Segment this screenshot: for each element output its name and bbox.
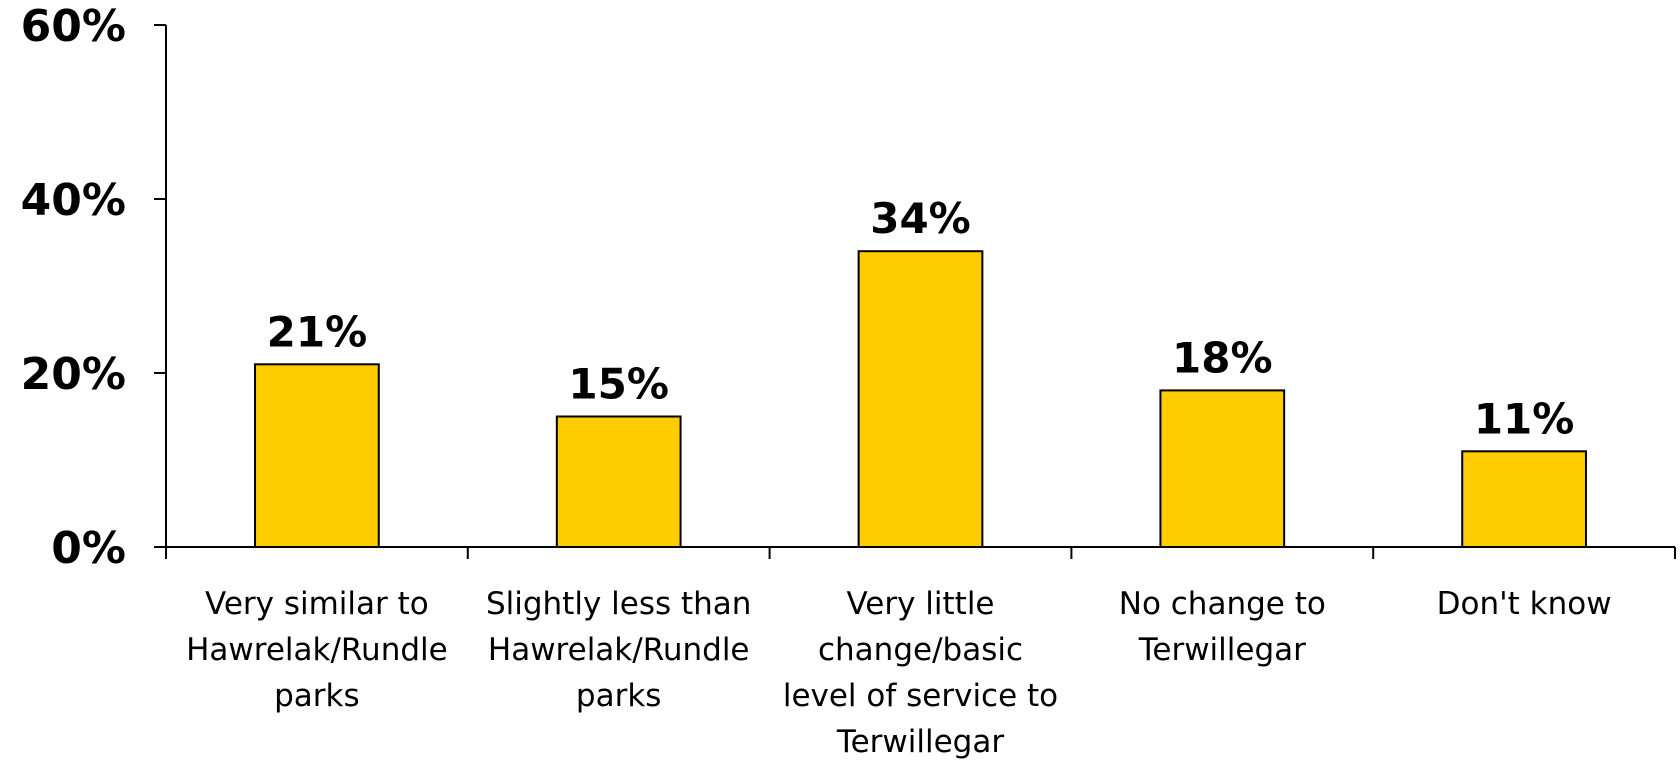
bar-0 [254, 363, 380, 548]
data-label-3: 18% [1172, 333, 1273, 382]
bars-group [254, 250, 1587, 548]
data-label-4: 11% [1474, 394, 1575, 443]
x-tick-label-line: Very little [846, 586, 994, 622]
y-tick-label-3: 60% [21, 1, 126, 52]
y-tick-label-0: 0% [51, 523, 126, 574]
bar-3 [1159, 389, 1286, 548]
x-tick-label-line: Terwillegar [1138, 632, 1306, 668]
x-tick-labels-group: Very similar to Hawrelak/Rundle parksSligh… [186, 586, 1611, 760]
x-tick-label-line: Hawrelak/Rundle [186, 632, 448, 668]
axes-group [154, 24, 1676, 559]
x-tick-label-line: No change to [1119, 586, 1326, 622]
x-tick-label-line: Very similar to [205, 586, 429, 622]
x-tick-label-line: parks [274, 678, 360, 714]
x-tick-label-2: Very little change/basic level of service … [783, 586, 1058, 760]
bar-1 [555, 415, 682, 548]
y-tick-labels-group: 0% 20% 40% 60% [21, 1, 126, 574]
x-tick-label-line: Don't know [1437, 586, 1612, 622]
x-tick-label-line: Terwillegar [836, 724, 1004, 760]
x-tick-label-line: parks [576, 678, 662, 714]
x-tick-label-1: Slightly less than Hawrelak/Rundle parks [486, 586, 751, 714]
data-label-1: 15% [568, 360, 669, 409]
x-tick-label-4: Don't know [1437, 586, 1612, 622]
data-label-0: 21% [267, 307, 368, 356]
x-tick-label-line: Hawrelak/Rundle [488, 632, 750, 668]
x-tick-label-line: Slightly less than [486, 586, 751, 622]
x-tick-label-line: change/basic [818, 632, 1023, 668]
data-labels-group: 21% 15% 34% 18% 11% [267, 194, 1575, 443]
x-tick-label-line: level of service to [783, 678, 1058, 714]
data-label-2: 34% [870, 194, 971, 243]
bar-2 [857, 250, 984, 548]
y-tick-label-2: 40% [21, 175, 126, 226]
x-tick-label-0: Very similar to Hawrelak/Rundle parks [186, 586, 448, 714]
bar-4 [1461, 450, 1587, 548]
y-tick-label-1: 20% [21, 349, 126, 400]
x-tick-label-3: No change to Terwillegar [1119, 586, 1326, 668]
